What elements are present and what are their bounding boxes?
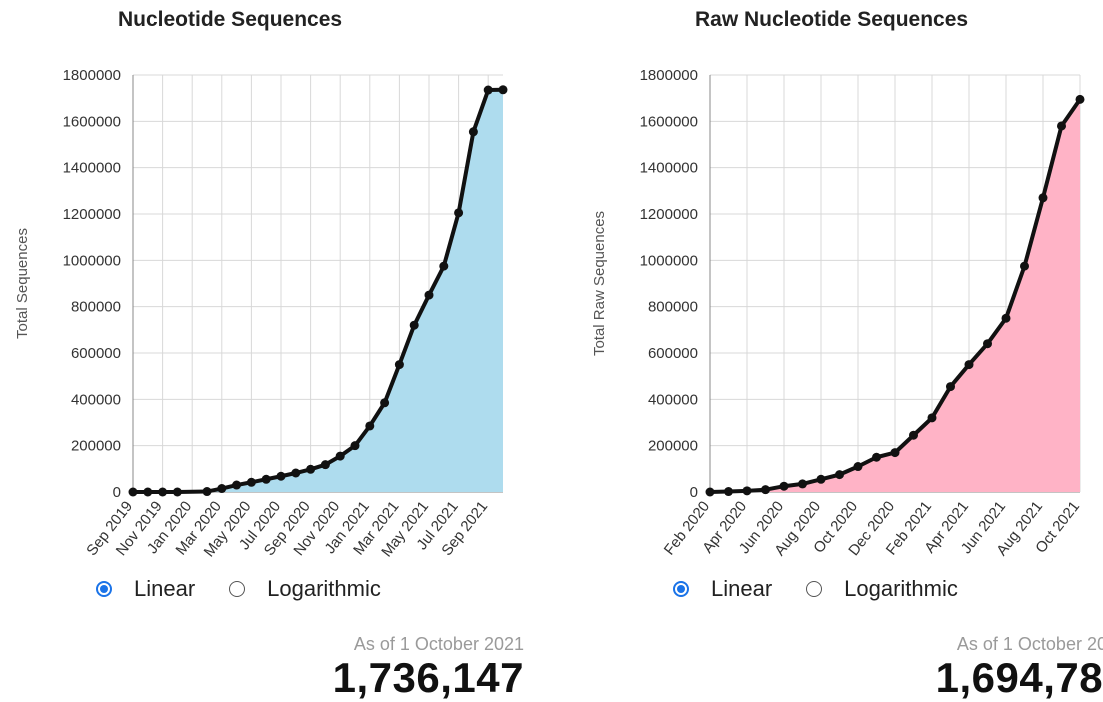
data-point: [306, 464, 316, 474]
y-tick-label: 1400000: [640, 160, 698, 177]
data-point: [798, 479, 807, 489]
data-point: [128, 487, 138, 497]
data-point: [724, 487, 733, 497]
data-point: [964, 360, 974, 370]
y-tick-label: 1000000: [640, 252, 698, 269]
linear-label: Linear: [711, 576, 773, 601]
data-point: [946, 382, 955, 392]
data-point: [143, 487, 153, 497]
logarithmic-label: Logarithmic: [844, 576, 958, 601]
y-axis-label: Total Sequences: [14, 228, 31, 339]
linear-label: Linear: [134, 576, 196, 601]
logarithmic-option[interactable]: Logarithmic: [806, 576, 958, 602]
data-point: [761, 485, 770, 495]
data-point: [276, 471, 286, 481]
data-point: [835, 470, 844, 480]
chart-title: Nucleotide Sequences: [118, 8, 343, 31]
data-point: [816, 474, 826, 484]
data-point: [424, 290, 434, 300]
y-tick-label: 800000: [648, 299, 698, 316]
data-point: [320, 460, 330, 470]
data-point: [335, 451, 345, 461]
logarithmic-radio[interactable]: [806, 581, 823, 597]
data-point: [853, 462, 863, 472]
data-point: [705, 487, 715, 497]
y-tick-label: 1400000: [63, 160, 121, 177]
data-point: [983, 339, 992, 349]
nucleotide-panel: Nucleotide Sequences 1800000 1600000 14000…: [0, 0, 552, 701]
linear-option[interactable]: Linear: [96, 576, 195, 602]
y-tick-label: 600000: [648, 345, 698, 362]
y-tick-label: 1200000: [63, 206, 121, 223]
data-point: [1001, 313, 1011, 323]
y-tick-label: 200000: [71, 438, 121, 455]
y-tick-label: 1800000: [63, 67, 121, 84]
y-tick-label: 1600000: [63, 113, 121, 130]
data-point: [1075, 94, 1085, 104]
data-point: [468, 127, 478, 137]
raw-nucleotide-chart: 1800000 1600000 1400000 1200000 1000000 80000…: [591, 67, 1085, 559]
data-point: [909, 430, 918, 440]
linear-radio[interactable]: [96, 581, 112, 597]
logarithmic-option[interactable]: Logarithmic: [229, 576, 381, 602]
data-point: [217, 484, 227, 494]
linear-radio[interactable]: [673, 581, 689, 597]
chart-title: Raw Nucleotide Sequences: [695, 8, 969, 31]
data-point: [1057, 121, 1066, 131]
y-tick-label: 200000: [648, 438, 698, 455]
data-point: [380, 398, 390, 408]
data-point: [158, 487, 168, 497]
data-point: [261, 474, 271, 484]
data-point: [1038, 193, 1048, 203]
data-point: [779, 481, 789, 491]
y-tick-label: 0: [113, 484, 121, 501]
y-tick-label: 1600000: [640, 113, 698, 130]
data-point: [439, 261, 449, 271]
data-point: [394, 360, 404, 370]
y-tick-label: 400000: [71, 391, 121, 408]
data-point: [232, 480, 242, 490]
y-axis-label: Total Raw Sequences: [591, 211, 608, 356]
as-of-date: As of 1 October 2021: [353, 634, 524, 654]
data-point: [365, 421, 375, 431]
data-point: [202, 487, 212, 497]
y-tick-label: 0: [690, 484, 698, 501]
data-point: [350, 441, 360, 451]
data-point: [742, 486, 752, 496]
y-tick-label: 600000: [71, 345, 121, 362]
data-point: [454, 208, 464, 218]
data-point: [409, 320, 419, 330]
data-point: [890, 448, 900, 458]
y-tick-label: 400000: [648, 391, 698, 408]
nucleotide-chart: 1800000 1600000 1400000 1200000 1000000 80000…: [14, 67, 508, 560]
total-count: 1,694,788: [935, 654, 1103, 701]
data-point: [872, 452, 881, 462]
area-fill: [133, 89, 503, 493]
y-tick-label: 1800000: [640, 67, 698, 84]
data-point: [927, 413, 937, 423]
area-fill: [710, 99, 1080, 492]
scale-toggle: Linear Logarithmic: [96, 576, 415, 602]
total-count: 1,736,147: [332, 654, 524, 701]
logarithmic-radio[interactable]: [229, 581, 246, 597]
data-point: [291, 468, 301, 478]
data-point: [498, 85, 508, 95]
data-point: [1020, 261, 1029, 271]
raw-nucleotide-panel: Raw Nucleotide Sequences 1800000 1600000 1…: [577, 0, 1103, 701]
data-point: [246, 477, 256, 487]
as-of-date: As of 1 October 2021: [956, 634, 1103, 654]
scale-toggle: Linear Logarithmic: [673, 576, 992, 602]
data-point: [483, 85, 493, 95]
y-tick-label: 1000000: [63, 252, 121, 269]
y-tick-label: 1200000: [640, 206, 698, 223]
logarithmic-label: Logarithmic: [267, 576, 381, 601]
data-point: [172, 487, 182, 497]
y-tick-label: 800000: [71, 299, 121, 316]
linear-option[interactable]: Linear: [673, 576, 772, 602]
